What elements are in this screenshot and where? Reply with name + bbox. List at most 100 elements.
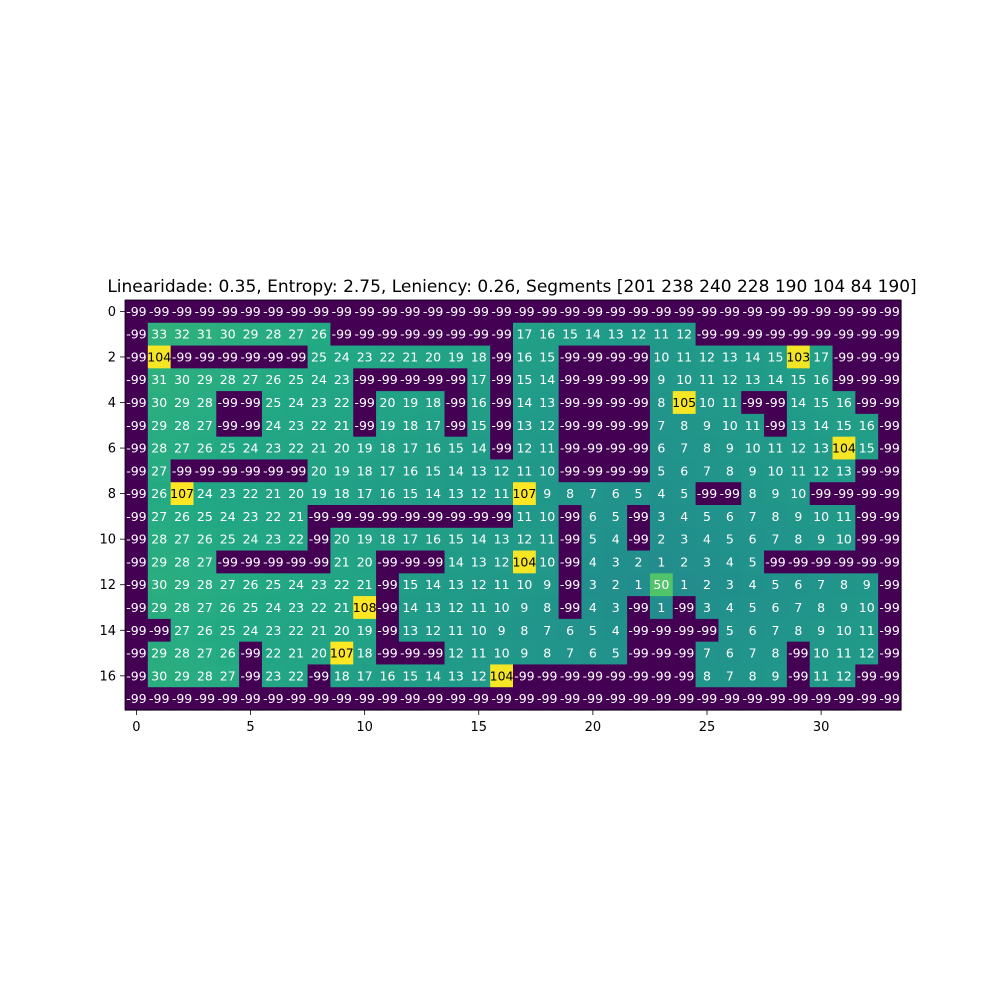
heatmap-cell: [764, 482, 788, 506]
heatmap-cell: [376, 482, 400, 506]
heatmap-cell: [832, 573, 856, 597]
heatmap-cell: [307, 641, 332, 666]
heatmap-cell: [786, 368, 811, 392]
heatmap-cell: [216, 345, 240, 369]
heatmap-cell-label: -99: [217, 463, 237, 478]
heatmap-cell-label: 19: [380, 418, 396, 433]
heatmap-cell-label: 24: [288, 577, 304, 592]
heatmap-cell: [695, 482, 720, 506]
heatmap-cell: [330, 550, 354, 574]
heatmap-cell-label: -99: [126, 304, 146, 319]
heatmap-cell-label: -99: [583, 372, 603, 387]
heatmap-cell: [809, 436, 834, 461]
heatmap-cell-label: 11: [722, 395, 738, 410]
heatmap-cell-label: -99: [126, 509, 146, 524]
heatmap-cell: [558, 664, 583, 688]
heatmap-cell-label: 13: [425, 600, 441, 615]
heatmap-cell-label: 8: [566, 486, 574, 501]
heatmap-cell-label: 4: [612, 532, 620, 547]
heatmap-cell: [398, 345, 423, 369]
heatmap-cell: [764, 573, 788, 597]
heatmap-cell: [604, 687, 628, 711]
heatmap-cell-label: 3: [612, 600, 620, 615]
heatmap-cell-label: -99: [651, 691, 671, 706]
heatmap-cell: [718, 459, 742, 483]
heatmap-cell-label: 13: [722, 349, 738, 364]
heatmap-cell-label: -99: [286, 463, 306, 478]
heatmap-cell: [398, 550, 423, 574]
heatmap-cell: [855, 482, 879, 506]
heatmap-cell-label: 25: [220, 441, 236, 456]
heatmap-cell: [809, 368, 834, 392]
heatmap-cell-label: -99: [332, 304, 352, 319]
heatmap-cell: [467, 664, 491, 688]
heatmap-cell-label: 12: [516, 532, 532, 547]
heatmap-cell: [330, 391, 354, 415]
heatmap-cell-label: -99: [240, 304, 260, 319]
heatmap-cell-label: 108: [353, 600, 377, 615]
heatmap-cell-label: -99: [560, 463, 580, 478]
heatmap-cell: [672, 641, 697, 666]
heatmap-cell-label: -99: [811, 304, 831, 319]
heatmap-cell-label: 30: [174, 372, 190, 387]
heatmap-cell: [467, 300, 491, 324]
heatmap-cell-label: 22: [265, 646, 281, 661]
heatmap-cell: [764, 345, 788, 369]
heatmap-cell: [855, 618, 879, 643]
heatmap-cell-label: -99: [514, 304, 534, 319]
heatmap-cell: [125, 641, 149, 666]
heatmap-cell: [581, 664, 605, 688]
heatmap-cell: [649, 459, 674, 483]
heatmap-cell: [307, 618, 332, 643]
heatmap-cell-label: -99: [674, 600, 694, 615]
heatmap-cell: [125, 618, 149, 643]
heatmap-cell-label: 13: [448, 486, 464, 501]
heatmap-cell-label: 23: [220, 486, 236, 501]
heatmap-cell-label: -99: [423, 509, 443, 524]
heatmap-cell-label: 10: [539, 509, 555, 524]
heatmap-cell: [627, 459, 651, 483]
heatmap-cell-label: -99: [423, 646, 443, 661]
heatmap-cell: [718, 664, 742, 688]
y-axis: 0 2 4 6 8 10 12 14 16: [99, 305, 125, 684]
heatmap-cell: [421, 550, 446, 574]
heatmap-cell-label: 104: [832, 441, 856, 456]
heatmap-cell-label: -99: [628, 623, 648, 638]
heatmap-cell: [878, 322, 902, 347]
heatmap-cell-label: -99: [560, 349, 580, 364]
heatmap-cell-label: 23: [265, 532, 281, 547]
heatmap-cell: [878, 687, 902, 711]
heatmap-cell-label: 14: [539, 372, 555, 387]
heatmap-cell-label: -99: [583, 304, 603, 319]
heatmap-cell: [261, 482, 286, 506]
heatmap-cell: [878, 482, 902, 506]
heatmap-cell-label: 6: [589, 646, 597, 661]
heatmap-cell-label: -99: [857, 532, 877, 547]
heatmap-cell: [878, 368, 902, 392]
heatmap-cell: [353, 322, 377, 347]
heatmap-cell-label: 25: [265, 577, 281, 592]
heatmap-cell: [261, 459, 286, 483]
x-tick-label: 25: [699, 720, 716, 735]
heatmap-cell: [170, 322, 195, 347]
heatmap-cell: [376, 527, 400, 552]
heatmap-cell-label: -99: [217, 395, 237, 410]
heatmap-cell-label: 10: [722, 418, 738, 433]
heatmap-cell: [444, 618, 468, 643]
heatmap-cell-label: -99: [857, 668, 877, 683]
heatmap-cell: [193, 596, 217, 620]
heatmap-cell: [421, 391, 446, 415]
heatmap-cell-label: 31: [197, 327, 213, 342]
heatmap-cell-label: 32: [174, 327, 190, 342]
heatmap-cell: [581, 459, 605, 483]
heatmap-cell-label: 8: [726, 463, 734, 478]
heatmap-cell-label: 29: [174, 668, 190, 683]
heatmap-cell: [467, 641, 491, 666]
heatmap-cell-label: -99: [583, 349, 603, 364]
heatmap-cell: [649, 300, 674, 324]
heatmap-cell: [307, 550, 332, 574]
heatmap-cell-label: -99: [423, 304, 443, 319]
heatmap-cell-label: 23: [311, 395, 327, 410]
heatmap-cell: [330, 664, 354, 688]
heatmap-cell-label: -99: [195, 304, 215, 319]
